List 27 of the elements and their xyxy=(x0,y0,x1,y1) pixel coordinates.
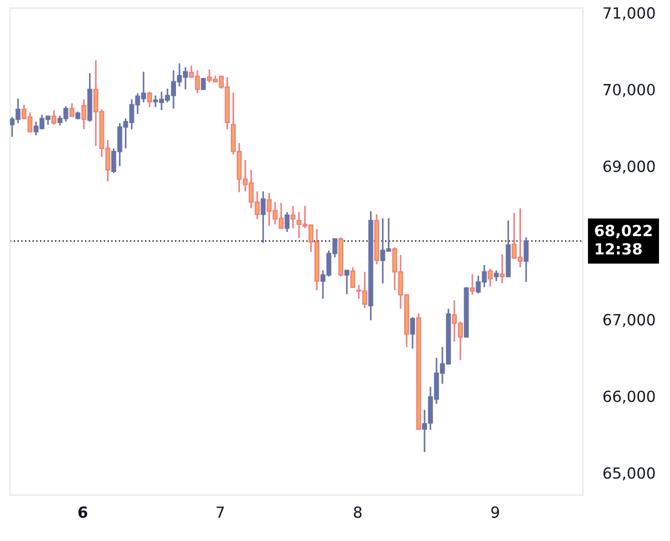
candlestick xyxy=(500,253,505,284)
y-tick-label: 65,000 xyxy=(603,467,655,480)
candlestick xyxy=(200,78,206,90)
y-tick-label: 67,000 xyxy=(603,314,655,328)
candlestick xyxy=(147,90,152,108)
candlestick xyxy=(494,270,499,282)
x-tick-label: 7 xyxy=(216,506,224,518)
candlestick xyxy=(344,270,350,295)
candlestick xyxy=(524,236,529,283)
candlestick xyxy=(81,98,86,130)
ref-line-label: 68,022 12:38 xyxy=(594,224,652,255)
candlestick xyxy=(284,211,290,233)
y-tick-label: 66,000 xyxy=(603,390,655,404)
y-tick-label: 71,000 xyxy=(604,7,655,20)
candlestick xyxy=(410,316,416,350)
candlestick xyxy=(260,190,266,244)
y-tick-label: 70,000 xyxy=(604,84,655,97)
candlestick xyxy=(350,266,356,289)
candlestick xyxy=(51,109,56,126)
x-tick-label: 6 xyxy=(78,506,88,518)
x-tick-label: 9 xyxy=(491,506,499,518)
candlestick xyxy=(488,268,493,288)
y-tick-label: 69,000 xyxy=(603,160,655,174)
candlestick xyxy=(69,102,74,117)
candlestick xyxy=(290,205,296,229)
candlestick xyxy=(470,273,475,296)
x-tick-label: 8 xyxy=(354,506,362,518)
